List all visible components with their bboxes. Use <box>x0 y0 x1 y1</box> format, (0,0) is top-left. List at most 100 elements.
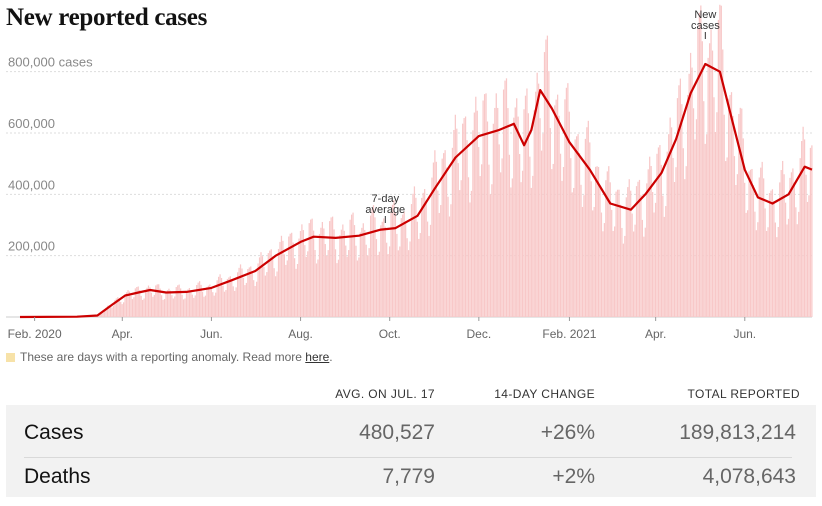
daily-bar <box>662 195 664 317</box>
daily-bar <box>723 114 725 317</box>
daily-bar <box>806 201 809 317</box>
daily-bar <box>679 78 681 317</box>
daily-bar <box>242 277 245 317</box>
daily-bar <box>386 242 388 317</box>
daily-bar <box>120 301 122 317</box>
stats-table: Cases 480,527 +26% 189,813,214 Deaths 7,… <box>6 405 816 497</box>
daily-bar <box>453 130 455 317</box>
daily-bar <box>526 88 528 318</box>
anomaly-read-more-link[interactable]: here <box>305 350 330 364</box>
daily-bar <box>330 217 332 317</box>
daily-bar <box>188 288 191 317</box>
daily-bar <box>589 142 591 317</box>
daily-bar <box>782 160 784 317</box>
daily-bar <box>260 252 262 317</box>
daily-bar <box>200 284 202 317</box>
daily-bar <box>481 164 483 317</box>
daily-bar <box>779 182 781 317</box>
daily-bar <box>552 163 554 317</box>
col-total-header: TOTAL REPORTED <box>687 387 800 401</box>
daily-bar <box>391 204 394 317</box>
daily-bar <box>682 148 684 317</box>
daily-bar <box>228 277 230 317</box>
daily-bar <box>665 206 667 317</box>
daily-bar <box>685 166 687 317</box>
daily-bar <box>624 235 626 317</box>
daily-bar <box>124 294 126 317</box>
daily-bar <box>545 39 547 317</box>
daily-bar <box>568 111 570 317</box>
daily-bar <box>609 182 611 317</box>
daily-bar <box>454 114 456 317</box>
x-axis: Feb. 2020 Apr. Jun. Aug. Oct. Dec. Feb. 2021 Ap… <box>8 317 756 341</box>
daily-bar <box>174 296 176 317</box>
daily-bar <box>687 94 689 317</box>
daily-bar <box>106 305 109 317</box>
x-tick-label: Oct. <box>379 327 401 341</box>
daily-bar <box>577 134 579 317</box>
daily-bar <box>428 235 430 317</box>
stats-row-cases: Cases 480,527 +26% 189,813,214 <box>6 411 816 458</box>
y-tick-label: 800,000 cases <box>8 55 93 70</box>
daily-bar <box>557 94 559 317</box>
daily-bar <box>276 271 278 317</box>
daily-bar <box>434 150 436 317</box>
daily-bar <box>367 255 369 317</box>
daily-bar <box>521 170 524 317</box>
daily-bar <box>768 193 771 317</box>
daily-bar <box>339 235 341 317</box>
daily-bar <box>415 197 417 317</box>
daily-bar <box>478 146 480 317</box>
daily-bar <box>218 276 220 317</box>
daily-bar <box>250 266 252 317</box>
daily-bar <box>187 289 189 317</box>
daily-bar <box>790 172 793 317</box>
daily-bar <box>397 250 399 317</box>
daily-bar <box>104 309 106 317</box>
daily-bar <box>535 91 537 317</box>
daily-bar <box>163 299 166 317</box>
daily-bar <box>210 287 212 317</box>
avg-value: 7,779 <box>382 465 435 488</box>
daily-bar <box>131 299 134 317</box>
daily-bar <box>726 157 728 317</box>
daily-bar <box>236 272 239 317</box>
daily-bar <box>348 250 350 317</box>
daily-bar <box>694 139 696 317</box>
daily-bar <box>514 107 516 318</box>
daily-bar <box>437 190 439 317</box>
daily-bar <box>647 169 649 317</box>
daily-bar <box>413 186 416 317</box>
daily-bar <box>216 280 218 317</box>
daily-bar <box>584 138 587 317</box>
anomaly-note: These are days with a reporting anomaly.… <box>6 350 333 364</box>
daily-bar <box>432 162 435 317</box>
daily-bar <box>508 154 511 317</box>
daily-bar <box>497 107 499 318</box>
daily-bar <box>387 254 389 317</box>
daily-bar <box>597 167 600 317</box>
daily-bar <box>533 110 535 318</box>
daily-bar <box>274 276 277 317</box>
daily-bar <box>681 104 683 317</box>
daily-bar <box>524 95 527 317</box>
daily-bar <box>165 291 167 317</box>
daily-bar <box>596 166 598 317</box>
daily-bar <box>489 194 492 317</box>
daily-bar <box>305 256 307 317</box>
daily-bar <box>199 281 201 317</box>
daily-bar <box>761 161 763 317</box>
daily-bar <box>407 250 410 317</box>
daily-bar <box>307 251 309 317</box>
daily-bar <box>362 223 364 317</box>
daily-bar <box>112 305 115 317</box>
daily-bar <box>765 230 768 317</box>
daily-bar <box>406 238 408 317</box>
y-axis-labels: 200,000 400,000 600,000 800,000 cases <box>8 55 93 254</box>
daily-bar <box>504 80 506 317</box>
daily-bar <box>394 212 397 317</box>
daily-bar <box>232 286 234 317</box>
daily-bar <box>248 267 250 317</box>
daily-bar <box>162 299 164 317</box>
daily-bar <box>296 263 299 317</box>
